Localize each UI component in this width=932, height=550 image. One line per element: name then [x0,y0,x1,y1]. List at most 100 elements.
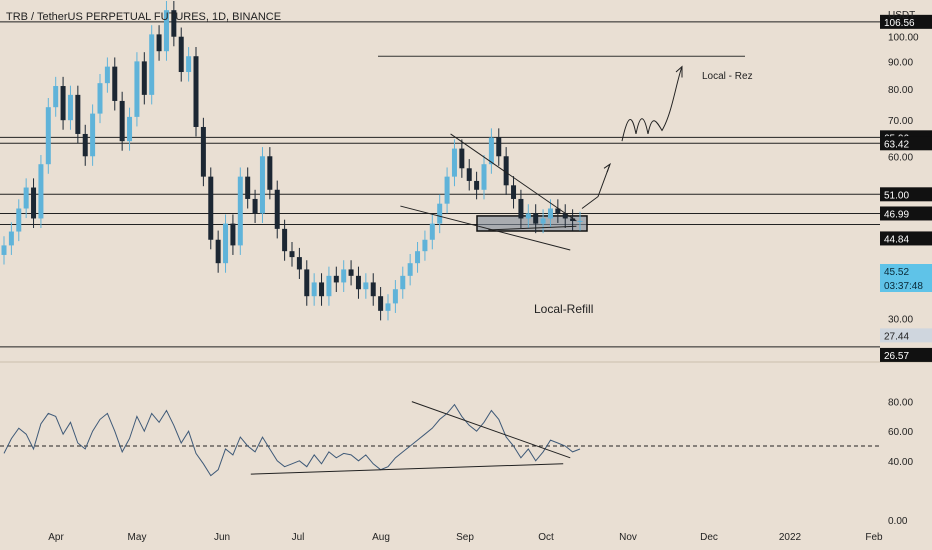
candle-body [1,245,7,255]
x-tick-label: May [128,532,147,543]
rsi-line [3,403,581,477]
candle-body [75,94,81,134]
candle-body [282,228,288,252]
candle-body [97,83,103,114]
candle-body [31,187,37,219]
candle-body [178,36,184,73]
local-refill-box [476,215,588,232]
trendline [450,133,577,222]
rsi-trendline [411,401,571,459]
candle-body [186,56,192,73]
x-tick-label: Aug [372,532,390,543]
candle-body [415,251,421,264]
candle-body [267,156,273,190]
candle-body [163,10,169,52]
rsi-tick-label: 0.00 [888,516,908,527]
candle-body [392,289,398,304]
price-tag-bg [880,206,932,221]
trendline [400,205,571,251]
candle-body [119,100,125,142]
y-tick-label: 90.00 [888,57,913,68]
candle-body [289,251,295,258]
candle-body [156,34,162,52]
x-tick-label: Sep [456,532,474,543]
x-tick-label: 2022 [779,532,802,543]
candle-body [451,148,457,177]
price-tag-bg [880,278,932,292]
price-tag-bg [880,231,932,246]
candle-body [488,137,494,165]
y-tick-label: 30.00 [888,315,913,326]
candle-body [370,282,376,297]
candle-body [444,176,450,204]
candle-body [237,176,243,246]
candle-body [400,275,406,290]
candle-body [245,176,251,199]
candle-body [319,282,325,297]
candle-body [533,213,539,224]
x-tick-label: Apr [48,532,64,543]
x-tick-label: Nov [619,532,637,543]
price-tag-bg [880,136,932,151]
candle-body [481,164,487,190]
candle-body [555,208,561,214]
arrow-head [603,162,612,173]
y-tick-label: 60.00 [888,152,913,163]
price-tag: 46.99 [884,209,909,220]
price-tag: 63.42 [884,139,909,150]
candle-body [385,303,391,311]
price-tag: 45.52 [884,267,909,278]
x-tick-label: Oct [538,532,554,543]
candle-body [45,107,51,165]
price-tag-bg [880,264,932,278]
candle-body [378,296,384,311]
candle-body [304,269,310,297]
currency-label: USDT [888,10,915,21]
candle-body [326,275,332,297]
candle-body [200,126,206,177]
candle-body [16,208,22,232]
arrow-head [675,65,683,78]
price-tag: 27.44 [884,331,909,342]
local-refill-label: Local-Refill [534,302,593,316]
x-tick-label: Jul [292,532,305,543]
candle-body [503,156,509,186]
y-tick-label: 100.00 [888,33,919,44]
price-tag-bg [880,347,932,362]
candle-body [230,223,236,246]
trendline [488,225,577,231]
price-tag-bg [880,14,932,29]
candle-body [348,269,354,276]
candle-body [112,66,118,101]
candle-body [67,94,73,121]
rsi-tick-label: 80.00 [888,398,913,409]
candle-body [82,133,88,157]
candle-body [429,223,435,240]
candle-body [90,113,96,157]
x-tick-label: Jun [214,532,230,543]
candle-body [540,218,546,224]
candle-body [171,10,177,37]
candle-body [547,208,553,219]
y-tick-label: 80.00 [888,85,913,96]
candle-body [141,61,147,95]
candle-body [496,137,502,157]
candle-body [208,176,214,240]
candle-body [577,220,583,222]
price-tag: 26.57 [884,351,909,362]
candle-body [104,66,110,84]
candle-body [215,239,221,264]
candle-body [562,213,568,219]
candle-body [60,86,66,121]
candle-body [127,116,133,142]
x-tick-label: Dec [700,532,718,543]
candle-body [53,86,59,108]
candle-body [259,156,265,214]
price-tag-bg [880,187,932,202]
candle-body [193,56,199,127]
candle-body [570,218,576,222]
rsi-trendline [250,463,564,475]
candle-body [518,198,524,219]
